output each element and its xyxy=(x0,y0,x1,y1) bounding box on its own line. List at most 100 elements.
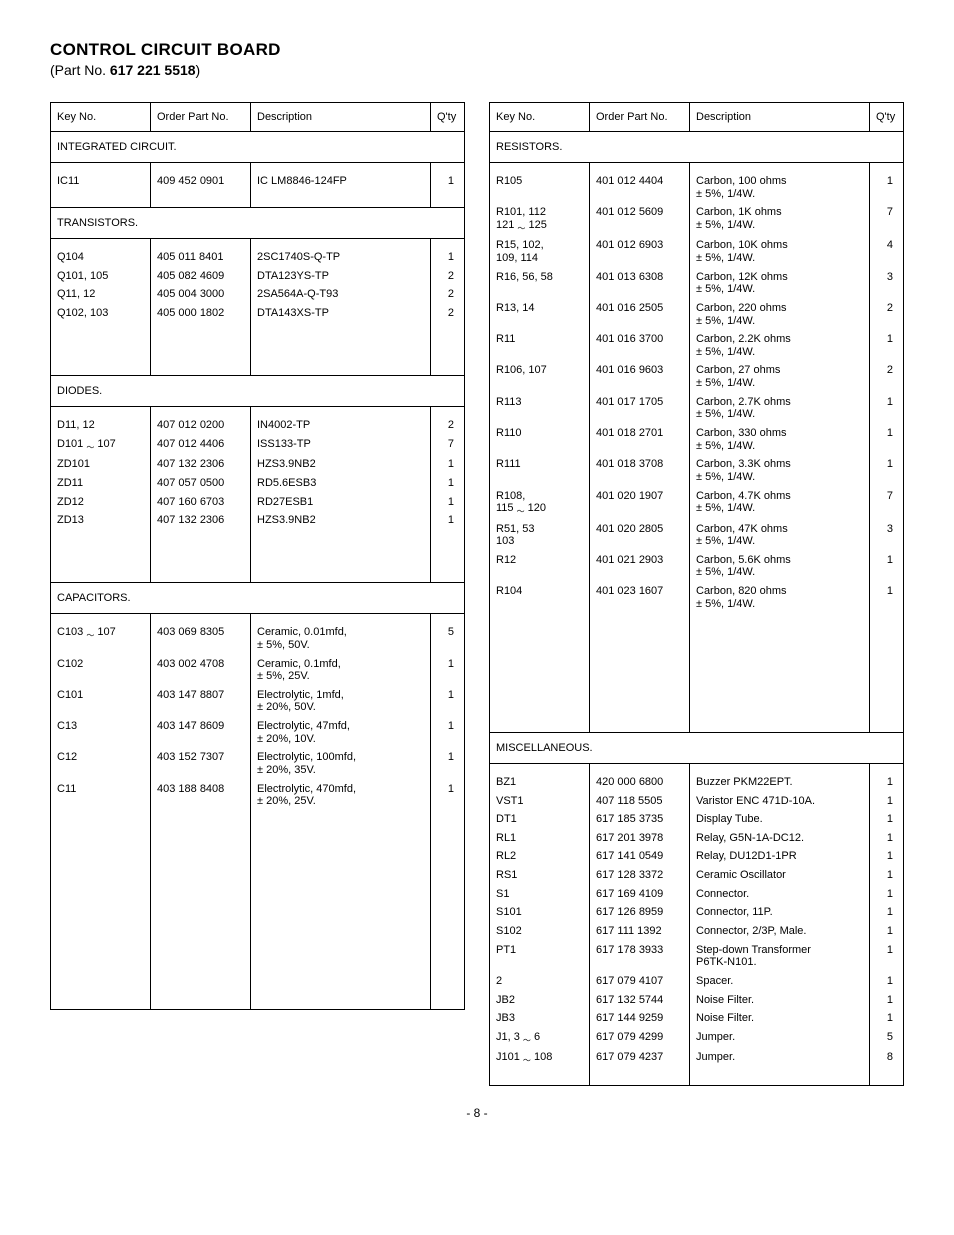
cell-qty: 2 xyxy=(431,407,465,434)
cell-key: R108,115 ～ 120 xyxy=(490,486,590,519)
columns-container: Key No. Order Part No. Description Q'ty … xyxy=(50,102,904,1086)
cell-key: RS1 xyxy=(490,865,590,884)
col-qty: Q'ty xyxy=(431,103,465,132)
cell-qty: 4 xyxy=(870,235,904,266)
cell-desc: Display Tube. xyxy=(690,809,870,828)
col-part: Order Part No. xyxy=(590,103,690,132)
data-row: JB3617 144 9259Noise Filter.1 xyxy=(490,1008,904,1027)
data-row: ZD12407 160 6703RD27ESB11 xyxy=(51,492,465,511)
cell-part: 617 111 1392 xyxy=(590,921,690,940)
data-row: VST1407 118 5505Varistor ENC 471D-10A.1 xyxy=(490,791,904,810)
cell-qty: 7 xyxy=(870,486,904,519)
section-row: CAPACITORS. xyxy=(51,583,465,614)
cell-part: 407 012 0200 xyxy=(151,407,251,434)
cell-key: C12 xyxy=(51,747,151,778)
gap-row xyxy=(51,547,465,565)
bottom-border xyxy=(51,1010,465,1011)
cell-part: 403 188 8408 xyxy=(151,779,251,810)
cell-qty: 1 xyxy=(431,654,465,685)
section-row: INTEGRATED CIRCUIT. xyxy=(51,132,465,163)
cell-desc: Spacer. xyxy=(690,971,870,990)
gap-row xyxy=(490,1068,904,1086)
cell-key: JB2 xyxy=(490,990,590,1009)
data-row: BZ1420 000 6800Buzzer PKM22EPT.1 xyxy=(490,763,904,790)
cell-desc: Electrolytic, 100mfd,± 20%, 35V. xyxy=(251,747,431,778)
cell-qty: 7 xyxy=(870,202,904,235)
cell-part: 405 000 1802 xyxy=(151,303,251,322)
data-row: R51, 53103401 020 2805Carbon, 47K ohms± … xyxy=(490,519,904,550)
cell-part: 407 160 6703 xyxy=(151,492,251,511)
cell-desc: Electrolytic, 1mfd,± 20%, 50V. xyxy=(251,685,431,716)
cell-key: C103 ～ 107 xyxy=(51,614,151,654)
subtitle-prefix: (Part No. xyxy=(50,62,110,78)
cell-qty: 1 xyxy=(870,865,904,884)
cell-part: 617 185 3735 xyxy=(590,809,690,828)
cell-desc: Carbon, 820 ohms± 5%, 1/4W. xyxy=(690,581,870,612)
cell-part: 403 152 7307 xyxy=(151,747,251,778)
cell-part: 405 011 8401 xyxy=(151,239,251,266)
section-label: MISCELLANEOUS. xyxy=(490,732,904,763)
section-label: DIODES. xyxy=(51,376,465,407)
section-row: TRANSISTORS. xyxy=(51,208,465,239)
cell-part: 401 016 2505 xyxy=(590,298,690,329)
data-row: ZD101407 132 2306HZS3.9NB21 xyxy=(51,454,465,473)
data-row: R16, 56, 58401 013 6308Carbon, 12K ohms±… xyxy=(490,267,904,298)
cell-key: Q104 xyxy=(51,239,151,266)
cell-desc: Relay, DU12D1-1PR xyxy=(690,846,870,865)
cell-key: 2 xyxy=(490,971,590,990)
cell-key: JB3 xyxy=(490,1008,590,1027)
cell-key: R11 xyxy=(490,329,590,360)
cell-qty: 3 xyxy=(870,267,904,298)
cell-key: Q101, 105 xyxy=(51,266,151,285)
cell-desc: RD5.6ESB3 xyxy=(251,473,431,492)
cell-key: IC11 xyxy=(51,163,151,190)
cell-desc: IC LM8846-124FP xyxy=(251,163,431,190)
cell-desc: Carbon, 27 ohms± 5%, 1/4W. xyxy=(690,360,870,391)
cell-part: 617 141 0549 xyxy=(590,846,690,865)
cell-part: 407 118 5505 xyxy=(590,791,690,810)
cell-qty: 5 xyxy=(870,1027,904,1047)
cell-key: J1, 3 ～ 6 xyxy=(490,1027,590,1047)
data-row: RS1617 128 3372Ceramic Oscillator1 xyxy=(490,865,904,884)
cell-part: 405 082 4609 xyxy=(151,266,251,285)
cell-desc: Buzzer PKM22EPT. xyxy=(690,763,870,790)
cell-part: 401 020 1907 xyxy=(590,486,690,519)
data-row: Q102, 103405 000 1802DTA143XS-TP2 xyxy=(51,303,465,322)
cell-key: ZD101 xyxy=(51,454,151,473)
gap-row xyxy=(51,190,465,208)
cell-part: 617 079 4107 xyxy=(590,971,690,990)
data-row: R106, 107401 016 9603Carbon, 27 ohms± 5%… xyxy=(490,360,904,391)
cell-desc: Carbon, 2.7K ohms± 5%, 1/4W. xyxy=(690,392,870,423)
cell-desc: Electrolytic, 470mfd,± 20%, 25V. xyxy=(251,779,431,810)
cell-part: 401 023 1607 xyxy=(590,581,690,612)
cell-key: R110 xyxy=(490,423,590,454)
cell-key: DT1 xyxy=(490,809,590,828)
cell-part: 401 017 1705 xyxy=(590,392,690,423)
cell-desc: Carbon, 220 ohms± 5%, 1/4W. xyxy=(690,298,870,329)
col-key: Key No. xyxy=(51,103,151,132)
cell-key: C11 xyxy=(51,779,151,810)
data-row: C101403 147 8807Electrolytic, 1mfd,± 20%… xyxy=(51,685,465,716)
cell-key: R16, 56, 58 xyxy=(490,267,590,298)
cell-desc: Ceramic Oscillator xyxy=(690,865,870,884)
cell-qty: 1 xyxy=(431,685,465,716)
cell-desc: HZS3.9NB2 xyxy=(251,510,431,529)
cell-desc: 2SC1740S-Q-TP xyxy=(251,239,431,266)
cell-part: 617 126 8959 xyxy=(590,902,690,921)
cell-qty: 1 xyxy=(870,809,904,828)
cell-part: 401 012 6903 xyxy=(590,235,690,266)
cell-qty: 1 xyxy=(870,940,904,971)
cell-desc: Jumper. xyxy=(690,1027,870,1047)
cell-desc: RD27ESB1 xyxy=(251,492,431,511)
cell-key: RL1 xyxy=(490,828,590,847)
cell-qty: 1 xyxy=(870,971,904,990)
bottom-border xyxy=(490,1086,904,1087)
col-qty: Q'ty xyxy=(870,103,904,132)
header-row: Key No. Order Part No. Description Q'ty xyxy=(490,103,904,132)
cell-part: 401 016 9603 xyxy=(590,360,690,391)
cell-qty: 1 xyxy=(870,581,904,612)
cell-qty: 1 xyxy=(431,747,465,778)
cell-part: 401 020 2805 xyxy=(590,519,690,550)
cell-desc: Carbon, 330 ohms± 5%, 1/4W. xyxy=(690,423,870,454)
cell-desc: 2SA564A-Q-T93 xyxy=(251,284,431,303)
